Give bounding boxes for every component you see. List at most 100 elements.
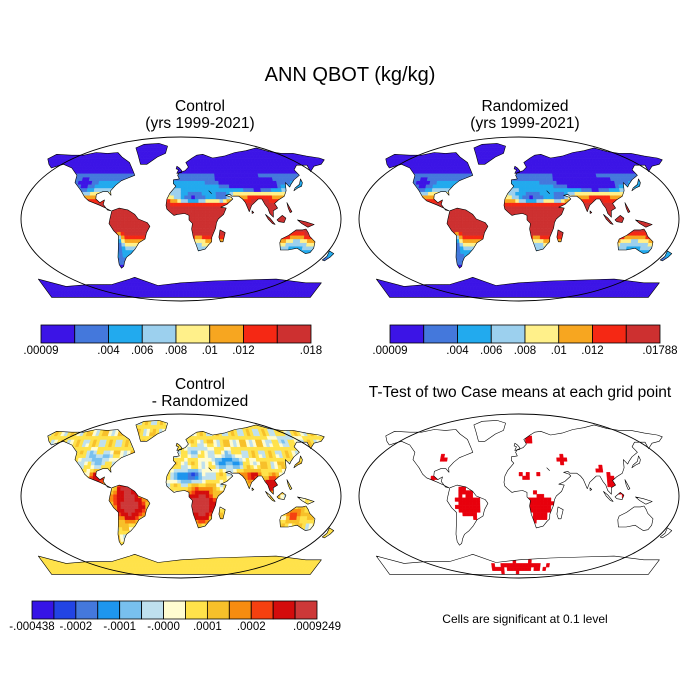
field-cell xyxy=(226,213,232,218)
field-cell xyxy=(146,176,151,181)
field-cell xyxy=(46,231,51,236)
field-cell xyxy=(213,166,218,170)
field-cell xyxy=(509,286,514,291)
field-cell xyxy=(215,242,220,247)
field-cell xyxy=(304,209,310,214)
field-cell xyxy=(151,166,156,170)
field-cell xyxy=(219,231,224,236)
field-cell xyxy=(177,198,182,203)
field-cell xyxy=(187,275,191,280)
field-cell xyxy=(128,184,134,189)
field-cell xyxy=(207,260,212,265)
field-cell xyxy=(397,260,403,265)
field-cell xyxy=(228,275,233,280)
field-cell xyxy=(194,180,199,185)
field-cell xyxy=(515,267,520,273)
field-cell xyxy=(145,205,150,211)
field-cell xyxy=(53,271,60,276)
field-cell xyxy=(191,205,196,211)
field-cell xyxy=(180,246,185,251)
field-cell xyxy=(84,275,90,280)
field-cell xyxy=(42,216,47,222)
field-cell xyxy=(414,260,420,265)
field-cell xyxy=(290,271,296,276)
field-cell xyxy=(225,180,230,185)
field-cell xyxy=(305,213,310,218)
field-cell xyxy=(292,297,300,298)
field-cell xyxy=(33,199,37,203)
field-cell xyxy=(441,275,447,280)
field-cell xyxy=(258,202,263,207)
field-cell xyxy=(61,147,68,152)
field-cell xyxy=(38,155,45,160)
field-cell xyxy=(58,166,64,170)
field-cell xyxy=(77,253,83,258)
field-cell xyxy=(72,246,78,251)
field-cell xyxy=(237,231,242,236)
field-cell xyxy=(93,246,99,251)
field-cell xyxy=(110,143,116,145)
field-cell xyxy=(153,180,158,185)
field-cell xyxy=(247,275,253,280)
field-cell xyxy=(60,231,65,236)
field-cell xyxy=(63,144,70,149)
field-cell xyxy=(89,271,95,276)
field-cell xyxy=(67,180,73,185)
field-cell xyxy=(57,264,63,269)
field-cell xyxy=(189,144,194,149)
field-cell xyxy=(275,235,281,240)
field-cell xyxy=(256,297,262,298)
field-cell xyxy=(319,224,324,229)
field-cell xyxy=(184,253,189,258)
field-cell xyxy=(563,275,568,280)
field-cell xyxy=(282,147,289,152)
field-cell xyxy=(248,213,253,218)
field-cell xyxy=(240,231,245,236)
field-cell xyxy=(262,227,267,233)
field-cell xyxy=(332,205,334,211)
field-cell xyxy=(170,246,175,251)
field-cell xyxy=(331,235,334,240)
field-cell xyxy=(92,235,97,240)
field-cell xyxy=(76,147,83,152)
field-cell xyxy=(126,297,131,298)
field-cell xyxy=(221,275,227,280)
field-cell xyxy=(160,173,165,178)
field-cell xyxy=(286,227,292,233)
field-cell xyxy=(272,205,278,211)
field-cell xyxy=(92,257,97,262)
field-cell xyxy=(184,202,189,207)
field-cell xyxy=(309,151,316,156)
field-cell xyxy=(85,297,92,298)
field-cell xyxy=(201,227,207,233)
field-cell xyxy=(64,235,69,240)
field-cell xyxy=(177,231,182,236)
field-cell xyxy=(58,137,64,141)
field-cell xyxy=(527,289,532,294)
field-cell xyxy=(467,297,472,298)
field-cell xyxy=(211,155,217,160)
field-cell xyxy=(68,257,74,262)
field-cell xyxy=(203,162,208,167)
field-cell xyxy=(121,249,127,254)
field-cell xyxy=(287,137,293,141)
field-cell xyxy=(69,137,75,141)
field-cell xyxy=(116,275,121,280)
field-cell xyxy=(330,216,334,222)
field-cell xyxy=(275,238,280,243)
field-cell xyxy=(124,238,129,243)
field-cell xyxy=(329,205,334,211)
field-cell xyxy=(48,143,56,145)
field-cell xyxy=(249,249,254,254)
field-cell xyxy=(594,264,600,269)
field-cell xyxy=(85,238,91,243)
field-cell xyxy=(122,253,127,258)
field-cell xyxy=(475,264,480,269)
field-cell xyxy=(376,275,380,280)
field-cell xyxy=(240,137,244,141)
field-cell xyxy=(120,224,125,229)
field-cell xyxy=(125,246,130,251)
field-cell xyxy=(292,195,298,200)
field-cell xyxy=(505,267,510,273)
field-cell xyxy=(219,195,224,200)
